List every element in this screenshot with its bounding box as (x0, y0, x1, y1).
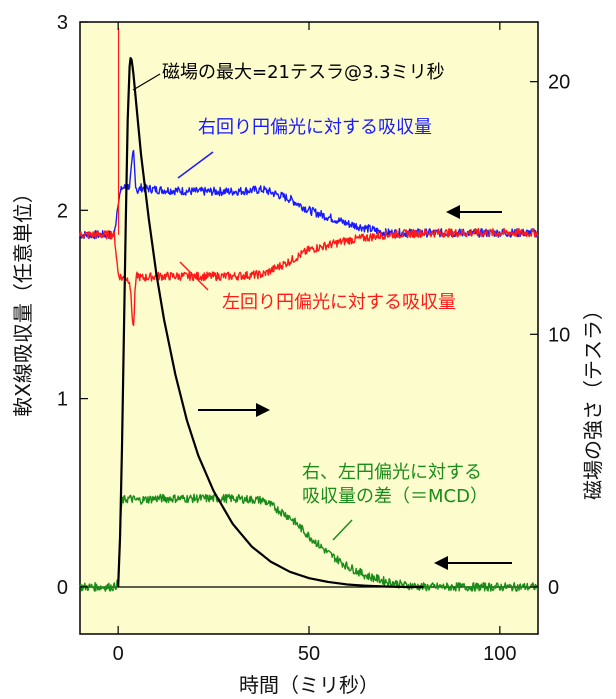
tick-layer: 0 50 100 0 1 2 3 0 10 20 (57, 12, 570, 665)
right-pol-label: 右回り円偏光に対する吸収量 (198, 117, 432, 138)
y-left-tick-label: 2 (57, 200, 68, 222)
y-left-axis-title: 軟X線吸収量（任意単位） (11, 183, 35, 417)
y-right-tick-label: 20 (548, 72, 570, 94)
y-right-tick-label: 10 (548, 324, 570, 346)
y-left-tick-label: 3 (57, 12, 68, 34)
y-right-axis-title: 磁場の強さ（テスラ） (581, 300, 605, 500)
plot-area (79, 21, 539, 635)
x-tick-label: 50 (298, 643, 320, 665)
arrow-right-icon (198, 403, 270, 417)
series-line (117, 56, 424, 589)
mcd-label-line1: 右、左円偏光に対する (302, 462, 482, 483)
series-line (79, 493, 539, 592)
right-pol-leader-line (177, 151, 214, 179)
left-pol-leader-line (179, 261, 209, 291)
mcd-label-line2: 吸収量の差（＝MCD） (302, 486, 488, 507)
peak-leader-line (132, 73, 161, 91)
y-left-tick-label: 1 (57, 389, 68, 411)
y-left-tick-label: 0 (57, 577, 68, 599)
x-tick-label: 0 (113, 643, 124, 665)
arrow-left-icon-upper (446, 205, 502, 219)
arrow-left-icon-lower (434, 556, 512, 570)
left-pol-label: 左回り円偏光に対する吸収量 (222, 292, 456, 313)
peak-annotation: 磁場の最大=21テスラ@3.3ミリ秒 (162, 62, 445, 83)
mcd-leader-line (332, 519, 353, 541)
x-tick-label: 100 (483, 643, 516, 665)
x-axis-title: 時間（ミリ秒） (239, 673, 379, 697)
y-right-tick-label: 0 (548, 577, 559, 599)
series-layer (79, 28, 539, 592)
